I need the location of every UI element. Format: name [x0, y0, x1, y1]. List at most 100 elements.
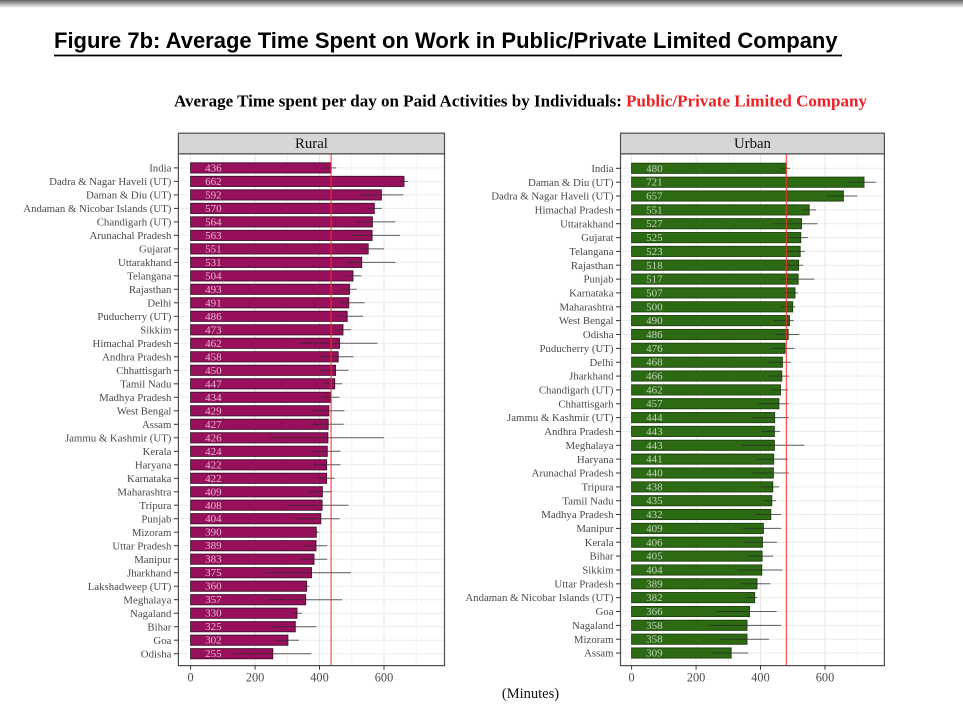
svg-text:Chandigarh (UT): Chandigarh (UT) — [539, 385, 614, 397]
svg-text:592: 592 — [205, 189, 222, 201]
svg-text:360: 360 — [205, 581, 222, 593]
svg-text:(Minutes): (Minutes) — [502, 686, 559, 702]
svg-text:375: 375 — [205, 567, 222, 579]
svg-text:480: 480 — [646, 163, 663, 175]
svg-text:0: 0 — [629, 670, 635, 684]
svg-text:Tripura: Tripura — [582, 482, 614, 494]
svg-text:486: 486 — [205, 311, 222, 323]
svg-text:Delhi: Delhi — [590, 357, 614, 369]
svg-text:Uttarakhand: Uttarakhand — [560, 218, 614, 230]
svg-text:India: India — [149, 163, 171, 175]
svg-text:Punjab: Punjab — [141, 513, 171, 525]
svg-text:Tamil Nadu: Tamil Nadu — [562, 495, 614, 507]
svg-text:Manipur: Manipur — [576, 523, 614, 535]
svg-text:Chandigarh (UT): Chandigarh (UT) — [97, 217, 172, 229]
svg-text:Uttar Pradesh: Uttar Pradesh — [554, 578, 614, 590]
svg-text:Kerala: Kerala — [143, 446, 172, 458]
svg-text:Punjab: Punjab — [584, 274, 614, 286]
svg-text:Odisha: Odisha — [583, 329, 614, 341]
svg-text:404: 404 — [205, 513, 222, 525]
svg-text:Puducherry (UT): Puducherry (UT) — [539, 343, 613, 355]
svg-text:358: 358 — [646, 620, 663, 632]
svg-text:Jharkhand: Jharkhand — [569, 371, 614, 383]
svg-text:357: 357 — [205, 594, 222, 606]
svg-text:525: 525 — [646, 232, 663, 244]
svg-text:Manipur: Manipur — [134, 554, 172, 566]
svg-text:450: 450 — [205, 365, 222, 377]
svg-text:426: 426 — [205, 432, 222, 444]
svg-text:Madhya Pradesh: Madhya Pradesh — [541, 509, 614, 521]
svg-text:Odisha: Odisha — [141, 648, 172, 660]
svg-text:Mizoram: Mizoram — [574, 634, 614, 646]
svg-text:Andaman & Nicobar Islands (UT): Andaman & Nicobar Islands (UT) — [465, 592, 614, 604]
svg-text:517: 517 — [646, 274, 663, 286]
svg-text:408: 408 — [205, 500, 222, 512]
svg-text:440: 440 — [646, 468, 663, 480]
svg-text:441: 441 — [646, 454, 663, 466]
svg-text:444: 444 — [646, 412, 663, 424]
svg-text:Urban: Urban — [734, 136, 772, 152]
svg-text:Tamil Nadu: Tamil Nadu — [120, 378, 172, 390]
svg-text:409: 409 — [205, 486, 222, 498]
svg-text:422: 422 — [205, 459, 222, 471]
svg-text:Rajasthan: Rajasthan — [129, 284, 172, 296]
svg-text:Jammu & Kashmir (UT): Jammu & Kashmir (UT) — [65, 432, 172, 444]
svg-text:493: 493 — [205, 284, 222, 296]
svg-text:West Bengal: West Bengal — [559, 315, 614, 327]
svg-text:Nagaland: Nagaland — [572, 620, 614, 632]
svg-text:Arunachal Pradesh: Arunachal Pradesh — [532, 468, 614, 480]
svg-text:389: 389 — [205, 540, 222, 552]
svg-text:Andaman & Nicobar Islands (UT): Andaman & Nicobar Islands (UT) — [23, 203, 172, 215]
svg-text:531: 531 — [205, 257, 222, 269]
svg-text:507: 507 — [646, 287, 663, 299]
svg-text:435: 435 — [646, 495, 663, 507]
svg-text:0: 0 — [188, 670, 194, 684]
svg-text:Nagaland: Nagaland — [130, 608, 172, 620]
svg-text:India: India — [591, 163, 613, 175]
svg-text:458: 458 — [205, 351, 222, 363]
svg-text:Bihar: Bihar — [147, 621, 171, 633]
svg-text:Himachal Pradesh: Himachal Pradesh — [93, 338, 172, 350]
svg-text:Meghalaya: Meghalaya — [123, 594, 171, 606]
svg-text:Andhra Pradesh: Andhra Pradesh — [544, 426, 614, 438]
svg-text:Assam: Assam — [584, 648, 614, 660]
svg-text:Arunachal Pradesh: Arunachal Pradesh — [90, 230, 172, 242]
svg-text:473: 473 — [205, 324, 222, 336]
svg-text:302: 302 — [205, 635, 222, 647]
svg-text:Madhya Pradesh: Madhya Pradesh — [99, 392, 172, 404]
svg-text:Bihar: Bihar — [590, 551, 614, 563]
svg-text:Himachal Pradesh: Himachal Pradesh — [535, 205, 614, 217]
svg-text:Andhra Pradesh: Andhra Pradesh — [102, 351, 172, 363]
svg-text:309: 309 — [646, 648, 663, 660]
svg-text:255: 255 — [205, 648, 222, 660]
svg-text:Gujarat: Gujarat — [139, 244, 171, 256]
svg-text:358: 358 — [646, 634, 663, 646]
svg-text:462: 462 — [205, 338, 222, 350]
svg-text:Rural: Rural — [295, 136, 328, 152]
svg-text:443: 443 — [646, 440, 663, 452]
svg-text:Telangana: Telangana — [569, 246, 613, 258]
svg-text:Lakshadweep (UT): Lakshadweep (UT) — [88, 581, 172, 593]
svg-text:405: 405 — [646, 551, 663, 563]
svg-text:Haryana: Haryana — [577, 454, 614, 466]
svg-text:383: 383 — [205, 554, 222, 566]
svg-text:462: 462 — [646, 384, 663, 396]
svg-text:438: 438 — [646, 481, 663, 493]
svg-text:Average Time spent per day on: Average Time spent per day on Paid Activ… — [174, 92, 867, 111]
svg-text:Karnataka: Karnataka — [569, 288, 614, 300]
svg-text:400: 400 — [310, 670, 328, 684]
svg-text:West Bengal: West Bengal — [117, 405, 172, 417]
svg-text:457: 457 — [646, 398, 663, 410]
svg-text:491: 491 — [205, 297, 222, 309]
svg-text:400: 400 — [751, 670, 769, 684]
svg-text:443: 443 — [646, 426, 663, 438]
svg-text:527: 527 — [646, 218, 663, 230]
svg-text:Maharashtra: Maharashtra — [117, 486, 171, 498]
svg-text:Dadra & Nagar Haveli (UT): Dadra & Nagar Haveli (UT) — [49, 176, 172, 188]
svg-text:429: 429 — [205, 405, 222, 417]
svg-text:600: 600 — [816, 670, 834, 684]
svg-text:466: 466 — [646, 371, 663, 383]
svg-text:Telangana: Telangana — [127, 271, 171, 283]
svg-text:Puducherry (UT): Puducherry (UT) — [97, 311, 171, 323]
svg-text:490: 490 — [646, 315, 663, 327]
